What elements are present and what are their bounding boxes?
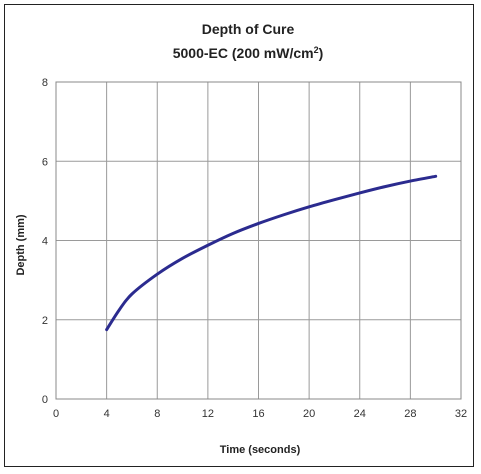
- depth-of-cure-chart: Depth of Cure 5000-EC (200 mW/cm2) 0 4 8 12…: [15, 21, 467, 456]
- y-tick-label: 6: [42, 156, 48, 168]
- subtitle-superscript: 2: [314, 45, 319, 55]
- x-tick-label: 4: [104, 408, 110, 420]
- series-layer: [105, 174, 438, 332]
- chart-frame: Depth of Cure 5000-EC (200 mW/cm2) 0 4 8 12…: [4, 4, 474, 467]
- x-tick-label: 0: [53, 408, 59, 420]
- x-tick-label: 20: [303, 408, 315, 420]
- y-tick-label: 2: [42, 315, 48, 327]
- x-tick-label: 8: [154, 408, 160, 420]
- chart-subtitle: 5000-EC (200 mW/cm2): [173, 45, 324, 61]
- chart-title: Depth of Cure: [202, 21, 295, 37]
- x-tick-label: 24: [354, 408, 366, 420]
- x-tick-label: 28: [404, 408, 416, 420]
- y-axis-label: Depth (mm): [15, 214, 27, 275]
- y-tick-label: 0: [42, 394, 48, 406]
- plot-area: [55, 81, 462, 400]
- x-tick-label: 32: [455, 408, 467, 420]
- grid: [55, 81, 462, 400]
- x-tick-label: 16: [252, 408, 264, 420]
- x-tick-label: 12: [202, 408, 214, 420]
- y-tick-label: 4: [42, 236, 48, 248]
- subtitle-prefix: 5000-EC (200 mW/cm: [173, 45, 314, 61]
- subtitle-suffix: ): [319, 45, 324, 61]
- x-axis-label: Time (seconds): [220, 444, 301, 456]
- y-tick-label: 8: [42, 77, 48, 89]
- series-line: [105, 174, 438, 332]
